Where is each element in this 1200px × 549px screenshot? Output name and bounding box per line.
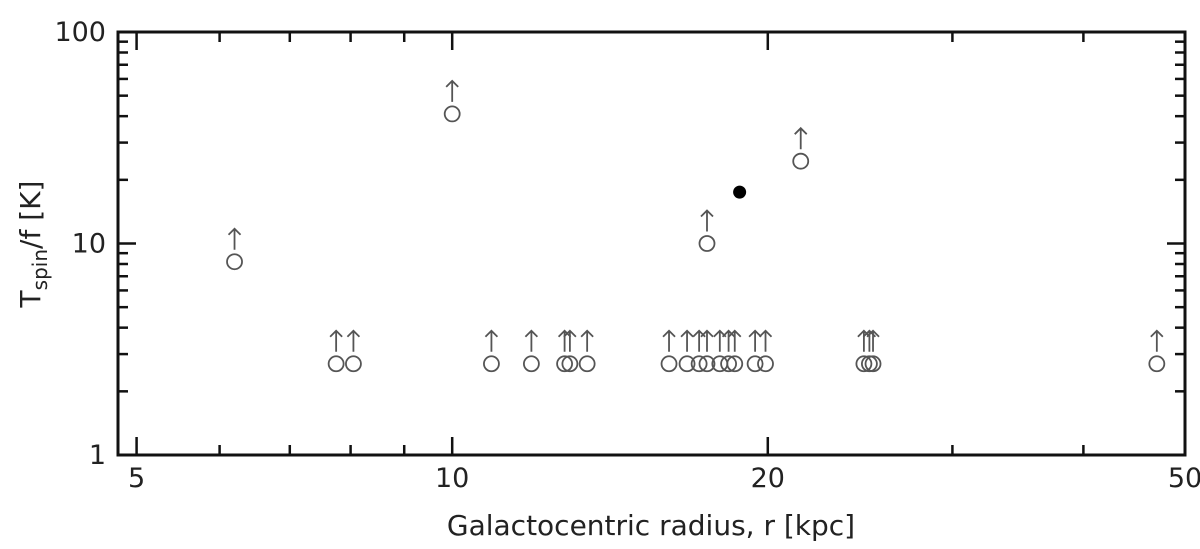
lower-limit-point xyxy=(561,329,579,373)
open-circle-marker xyxy=(483,355,500,373)
y-axis-label-sub: spin xyxy=(28,249,52,290)
y-axis-label-rest: /f [K] xyxy=(14,181,47,249)
up-arrow-icon xyxy=(728,329,742,352)
open-circle-marker xyxy=(660,355,678,373)
y-axis-label-main: T xyxy=(14,289,47,308)
lower-limit-point xyxy=(556,329,573,373)
open-circle-marker xyxy=(864,355,882,373)
open-circle-marker xyxy=(1148,355,1166,373)
y-tick-label: 1 xyxy=(89,440,106,471)
lower-limit-point xyxy=(698,329,716,373)
data-points xyxy=(226,79,1166,373)
up-arrow-icon xyxy=(857,329,871,352)
y-axis-label: Tspin/f [K] xyxy=(14,181,52,309)
open-circle-marker xyxy=(690,355,708,373)
y-tick-label: 100 xyxy=(54,17,106,48)
up-arrow-icon xyxy=(700,329,714,352)
up-arrow-icon xyxy=(748,329,762,352)
open-circle-marker xyxy=(578,355,596,373)
up-arrow-icon xyxy=(484,329,499,352)
up-arrow-icon xyxy=(329,329,343,352)
lower-limit-point xyxy=(720,329,737,373)
plot-frame xyxy=(116,30,1187,457)
lower-limit-point xyxy=(327,329,345,373)
x-tick-label: 5 xyxy=(128,463,145,494)
lower-limit-point xyxy=(864,329,882,373)
up-arrow-icon xyxy=(713,329,727,352)
open-circle-marker xyxy=(698,355,716,373)
up-arrow-icon xyxy=(524,329,539,352)
open-circle-marker xyxy=(757,355,774,373)
detection-point xyxy=(733,185,747,199)
up-arrow-icon xyxy=(721,329,736,352)
open-circle-marker xyxy=(726,355,744,373)
x-tick-label: 20 xyxy=(751,463,785,494)
up-arrow-icon xyxy=(700,209,714,232)
x-tick-label: 10 xyxy=(435,463,469,494)
lower-limit-point xyxy=(757,329,774,373)
up-arrow-icon xyxy=(563,329,577,352)
up-arrow-icon xyxy=(227,227,242,250)
up-arrow-icon xyxy=(794,126,808,150)
open-circle-marker xyxy=(561,355,579,373)
lower-limit-point xyxy=(698,209,716,252)
up-arrow-icon xyxy=(445,79,459,102)
open-circle-marker xyxy=(746,355,764,373)
up-arrow-icon xyxy=(346,329,361,352)
open-circle-marker xyxy=(720,355,737,373)
up-arrow-icon xyxy=(580,329,594,352)
open-circle-marker xyxy=(698,235,716,252)
lower-limit-point xyxy=(578,329,596,373)
open-circle-marker xyxy=(556,355,573,373)
open-circle-marker xyxy=(792,152,810,170)
open-circle-marker xyxy=(678,355,696,373)
open-circle-marker xyxy=(443,105,461,123)
open-circle-marker xyxy=(327,355,345,373)
axis-ticks xyxy=(118,30,1187,457)
lower-limit-point xyxy=(678,329,696,373)
tick-labels: 5 10 20 50 1 10 100 xyxy=(54,17,1200,494)
x-tick-label: 50 xyxy=(1168,463,1200,494)
lower-limit-point xyxy=(660,329,678,373)
open-circle-marker xyxy=(522,355,540,373)
open-circle-marker xyxy=(855,355,873,373)
lower-limit-point xyxy=(226,227,243,271)
lower-limit-point xyxy=(792,126,810,170)
up-arrow-icon xyxy=(758,329,773,352)
y-tick-label: 10 xyxy=(72,229,106,260)
lower-limit-point xyxy=(1148,329,1166,373)
x-axis-label: Galactocentric radius, r [kpc] xyxy=(447,509,855,542)
lower-limit-point xyxy=(726,329,744,373)
up-arrow-icon xyxy=(1150,329,1164,352)
lower-limit-point xyxy=(746,329,764,373)
open-circle-marker xyxy=(345,355,362,373)
up-arrow-icon xyxy=(662,329,676,352)
lower-limit-point xyxy=(345,329,362,373)
open-circle-marker xyxy=(226,253,243,271)
up-arrow-icon xyxy=(866,329,880,352)
up-arrow-icon xyxy=(557,329,572,352)
lower-limit-point xyxy=(522,329,540,373)
lower-limit-point xyxy=(483,329,500,373)
up-arrow-icon xyxy=(680,329,694,352)
lower-limit-point xyxy=(443,79,461,123)
